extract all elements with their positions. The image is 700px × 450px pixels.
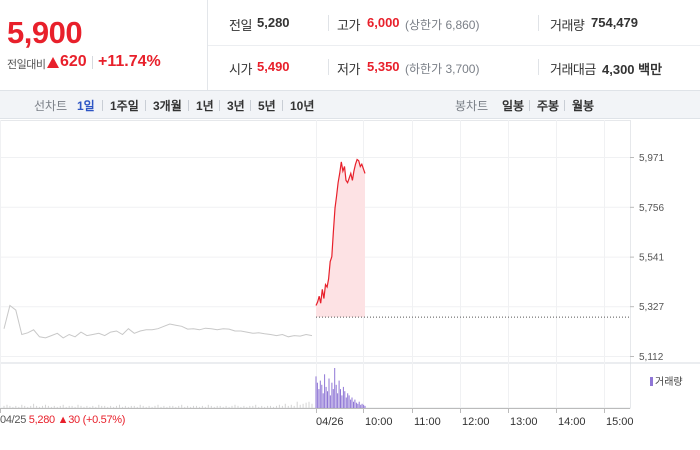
chart-period-bar: 선차트 1일 1주일 3개월 1년 3년 5년 10년 봉차트 일봉 주봉 월봉 [0, 90, 700, 119]
prev-day-change: 30 [68, 414, 80, 426]
y-axis: 5,971 5,756 5,541 5,327 5,112 [630, 153, 664, 363]
tab-1-year[interactable]: 1년 [196, 99, 214, 113]
prev-day-price: 5,280 [28, 414, 55, 426]
x-tick-label: 14:00 [558, 416, 586, 428]
x-axis: 04/26 10:00 11:00 12:00 13:00 14:00 15:00 [0, 408, 634, 428]
prev-close-label: 전일 [229, 18, 252, 33]
chart-grid [0, 120, 700, 409]
divider [538, 15, 539, 31]
divider [145, 100, 146, 111]
x-tick-label: 15:00 [606, 416, 634, 428]
volume-value: 754,479 [591, 15, 638, 30]
change-percent: +11.74% [98, 53, 161, 70]
volume-legend: 거래량 [650, 373, 683, 388]
change-amount: 620 [60, 53, 87, 70]
y-tick-label: 5,541 [639, 253, 664, 264]
open-value: 5,490 [257, 59, 290, 74]
series-line-0426 [315, 158, 366, 306]
x-tick-label: 04/26 [316, 416, 344, 428]
volume-legend-label: 거래량 [655, 377, 683, 388]
divider [328, 59, 329, 75]
price-area-fill [316, 159, 365, 318]
divider [538, 59, 539, 75]
divider [564, 100, 565, 111]
tab-daily-candle[interactable]: 일봉 [502, 99, 525, 113]
divider [250, 100, 251, 111]
up-triangle-icon: ▲ [57, 414, 69, 426]
divider [328, 15, 329, 31]
divider [188, 100, 189, 111]
tab-5-years[interactable]: 5년 [258, 99, 276, 113]
candle-chart-label: 봉차트 [455, 99, 489, 113]
low-value: 5,350 [367, 59, 400, 74]
volume-label: 거래량 [550, 18, 585, 33]
y-tick-label: 5,112 [639, 352, 664, 363]
x-tick-label: 11:00 [414, 416, 441, 428]
low-label: 저가 [337, 62, 360, 77]
x-tick-label: 13:00 [510, 416, 538, 428]
tab-weekly-candle[interactable]: 주봉 [537, 99, 560, 113]
high-label: 고가 [337, 18, 360, 33]
x-tick-label: 10:00 [365, 416, 393, 428]
trade-amount-value: 4,300 백만 [602, 62, 663, 77]
divider [208, 45, 700, 46]
series-line-0425 [3, 304, 313, 339]
change-label: 전일대비 [7, 59, 46, 71]
intraday-price-chart: 5,971 5,756 5,541 5,327 5,112 04/26 10:00 11:0… [0, 120, 700, 428]
x-tick-label: 12:00 [462, 416, 490, 428]
divider [529, 100, 530, 111]
tab-10-years[interactable]: 10년 [290, 99, 315, 113]
divider [102, 100, 103, 111]
current-price-box: 5,900 전일대비 620 +11.74% [0, 0, 208, 90]
tab-3-years[interactable]: 3년 [227, 99, 245, 113]
prev-day-percent: (+0.57%) [82, 414, 126, 426]
prev-day-summary: 04/25 5,280 ▲30 (+0.57%) [0, 414, 125, 426]
y-tick-label: 5,756 [639, 203, 664, 214]
current-price: 5,900 [7, 15, 83, 50]
volume-bars [3, 368, 366, 408]
lower-limit: (하한가 3,700) [405, 62, 480, 76]
volume-legend-swatch [650, 377, 653, 386]
trade-amount-label: 거래대금 [550, 62, 596, 77]
tab-3-months[interactable]: 3개월 [153, 99, 182, 113]
tab-monthly-candle[interactable]: 월봉 [572, 99, 595, 113]
upper-limit: (상한가 6,860) [405, 18, 480, 32]
high-value: 6,000 [367, 15, 400, 30]
plot-frame [0, 120, 631, 409]
y-tick-label: 5,327 [639, 302, 664, 313]
divider [219, 100, 220, 111]
tab-1-week[interactable]: 1주일 [110, 99, 139, 113]
up-triangle-icon [47, 57, 59, 68]
prev-day-date: 04/25 [0, 414, 27, 426]
open-label: 시가 [229, 62, 252, 77]
tab-1-day[interactable]: 1일 [77, 99, 95, 113]
price-summary: 5,900 전일대비 620 +11.74% 전일 5,280 고가 6,000… [0, 0, 700, 90]
divider [92, 56, 93, 69]
line-chart-label: 선차트 [34, 99, 68, 113]
prev-close-value: 5,280 [257, 15, 290, 30]
y-tick-label: 5,971 [639, 153, 664, 164]
divider [282, 100, 283, 111]
